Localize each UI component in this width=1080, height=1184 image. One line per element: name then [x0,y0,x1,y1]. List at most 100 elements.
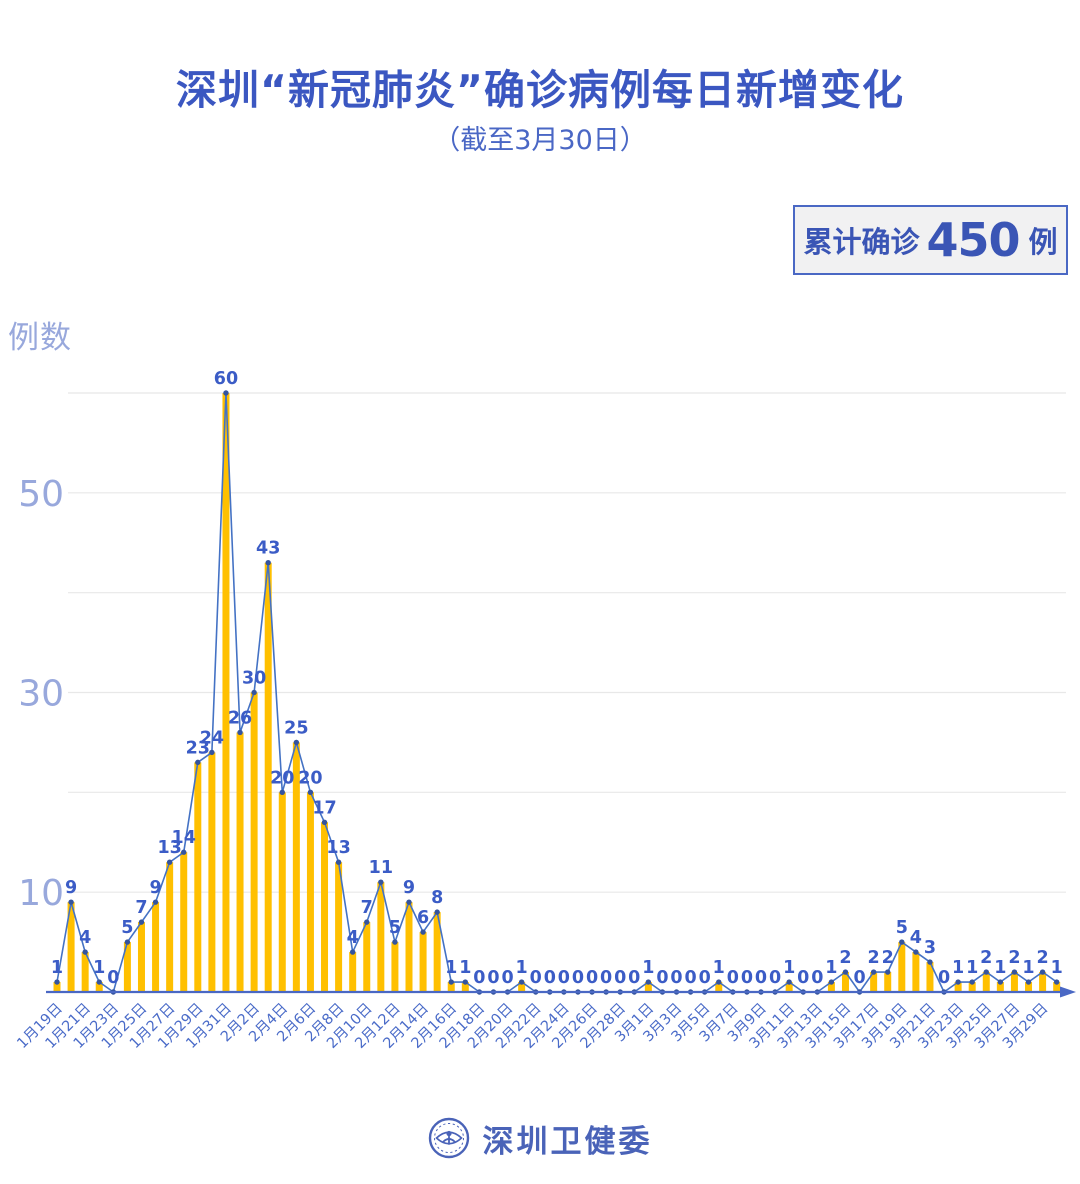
data-point [307,789,314,796]
value-label: 0 [572,968,584,988]
value-label: 11 [369,858,393,878]
bar [208,752,216,992]
value-label: 0 [811,968,823,988]
value-label: 30 [242,669,266,689]
bar [53,982,61,992]
value-label: 1 [994,958,1006,978]
data-point [223,390,229,396]
bar [95,982,103,992]
bar [166,862,174,992]
page-subtitle: （截至3月30日） [433,125,647,156]
value-label: 13 [326,838,350,858]
value-label: 9 [65,878,77,898]
cumulative-total-badge: 累计确诊 450 例 [793,205,1068,275]
value-label: 0 [614,968,626,988]
bar [912,952,920,992]
data-point [335,859,342,865]
value-label: 5 [896,918,908,938]
value-label: 0 [670,968,682,988]
bar [827,982,835,992]
footer-brand-text: 深圳卫健委 [482,1123,653,1160]
bar [278,792,286,992]
value-label: 13 [157,838,181,858]
value-label: 5 [389,918,401,938]
value-label: 1 [825,958,837,978]
value-label: 4 [347,928,359,948]
value-label: 25 [284,718,308,738]
bar [152,902,160,992]
bar [67,902,75,992]
bar [377,882,385,992]
value-label: 2 [868,948,880,968]
data-point [392,939,398,945]
bar [785,982,793,992]
data-point [828,979,835,985]
value-label: 1 [93,958,105,978]
bar [996,982,1004,992]
value-label: 5 [121,918,133,938]
data-point [152,899,159,905]
data-point [842,969,849,975]
data-point [448,979,454,985]
value-label: 6 [417,908,429,928]
value-label: 7 [135,898,147,918]
data-point [870,969,877,975]
data-point [349,949,356,955]
data-point [1011,969,1018,975]
value-label: 60 [214,369,238,389]
value-label: 9 [403,878,415,898]
footer: 深圳卫健委 [0,1112,1080,1164]
bar [264,562,272,992]
value-label: 0 [600,968,612,988]
bar [1053,982,1061,992]
value-label: 0 [586,968,598,988]
bar [321,822,329,992]
data-point [1053,979,1060,985]
value-label: 26 [228,708,252,728]
data-point [68,899,74,905]
bar [222,393,230,992]
bar [644,982,652,992]
bar [1039,972,1047,992]
value-label: 1 [952,958,964,978]
data-point [209,749,215,756]
value-label: 2 [980,948,992,968]
data-point [378,879,384,885]
data-point [786,979,792,985]
bar [123,942,131,992]
badge-prefix-label: 累计确诊 [803,225,920,259]
bar [884,972,892,992]
bar [968,982,976,992]
data-point [1025,979,1032,985]
value-label: 1 [783,958,795,978]
value-label: 4 [79,928,91,948]
value-label: 1 [459,958,471,978]
y-tick-label: 10 [18,873,64,914]
bar [180,852,188,992]
bar [954,982,962,992]
value-label: 0 [938,968,950,988]
value-label: 2 [882,948,894,968]
data-point [899,939,905,945]
value-label: 0 [501,968,513,988]
bar [81,952,89,992]
data-point [462,979,469,985]
value-label: 20 [270,768,294,788]
value-label: 0 [797,968,809,988]
data-point [913,949,919,955]
bar [461,982,469,992]
badge-suffix-label: 例 [1028,225,1058,259]
bar [447,982,455,992]
data-point [955,979,961,985]
value-label: 0 [487,968,499,988]
value-label: 7 [361,898,373,918]
value-label: 1 [1051,958,1063,978]
data-point [997,979,1004,985]
value-label: 2 [1037,948,1049,968]
data-point [251,689,257,696]
value-label: 0 [628,968,640,988]
bar [306,792,314,992]
data-point [885,969,891,975]
